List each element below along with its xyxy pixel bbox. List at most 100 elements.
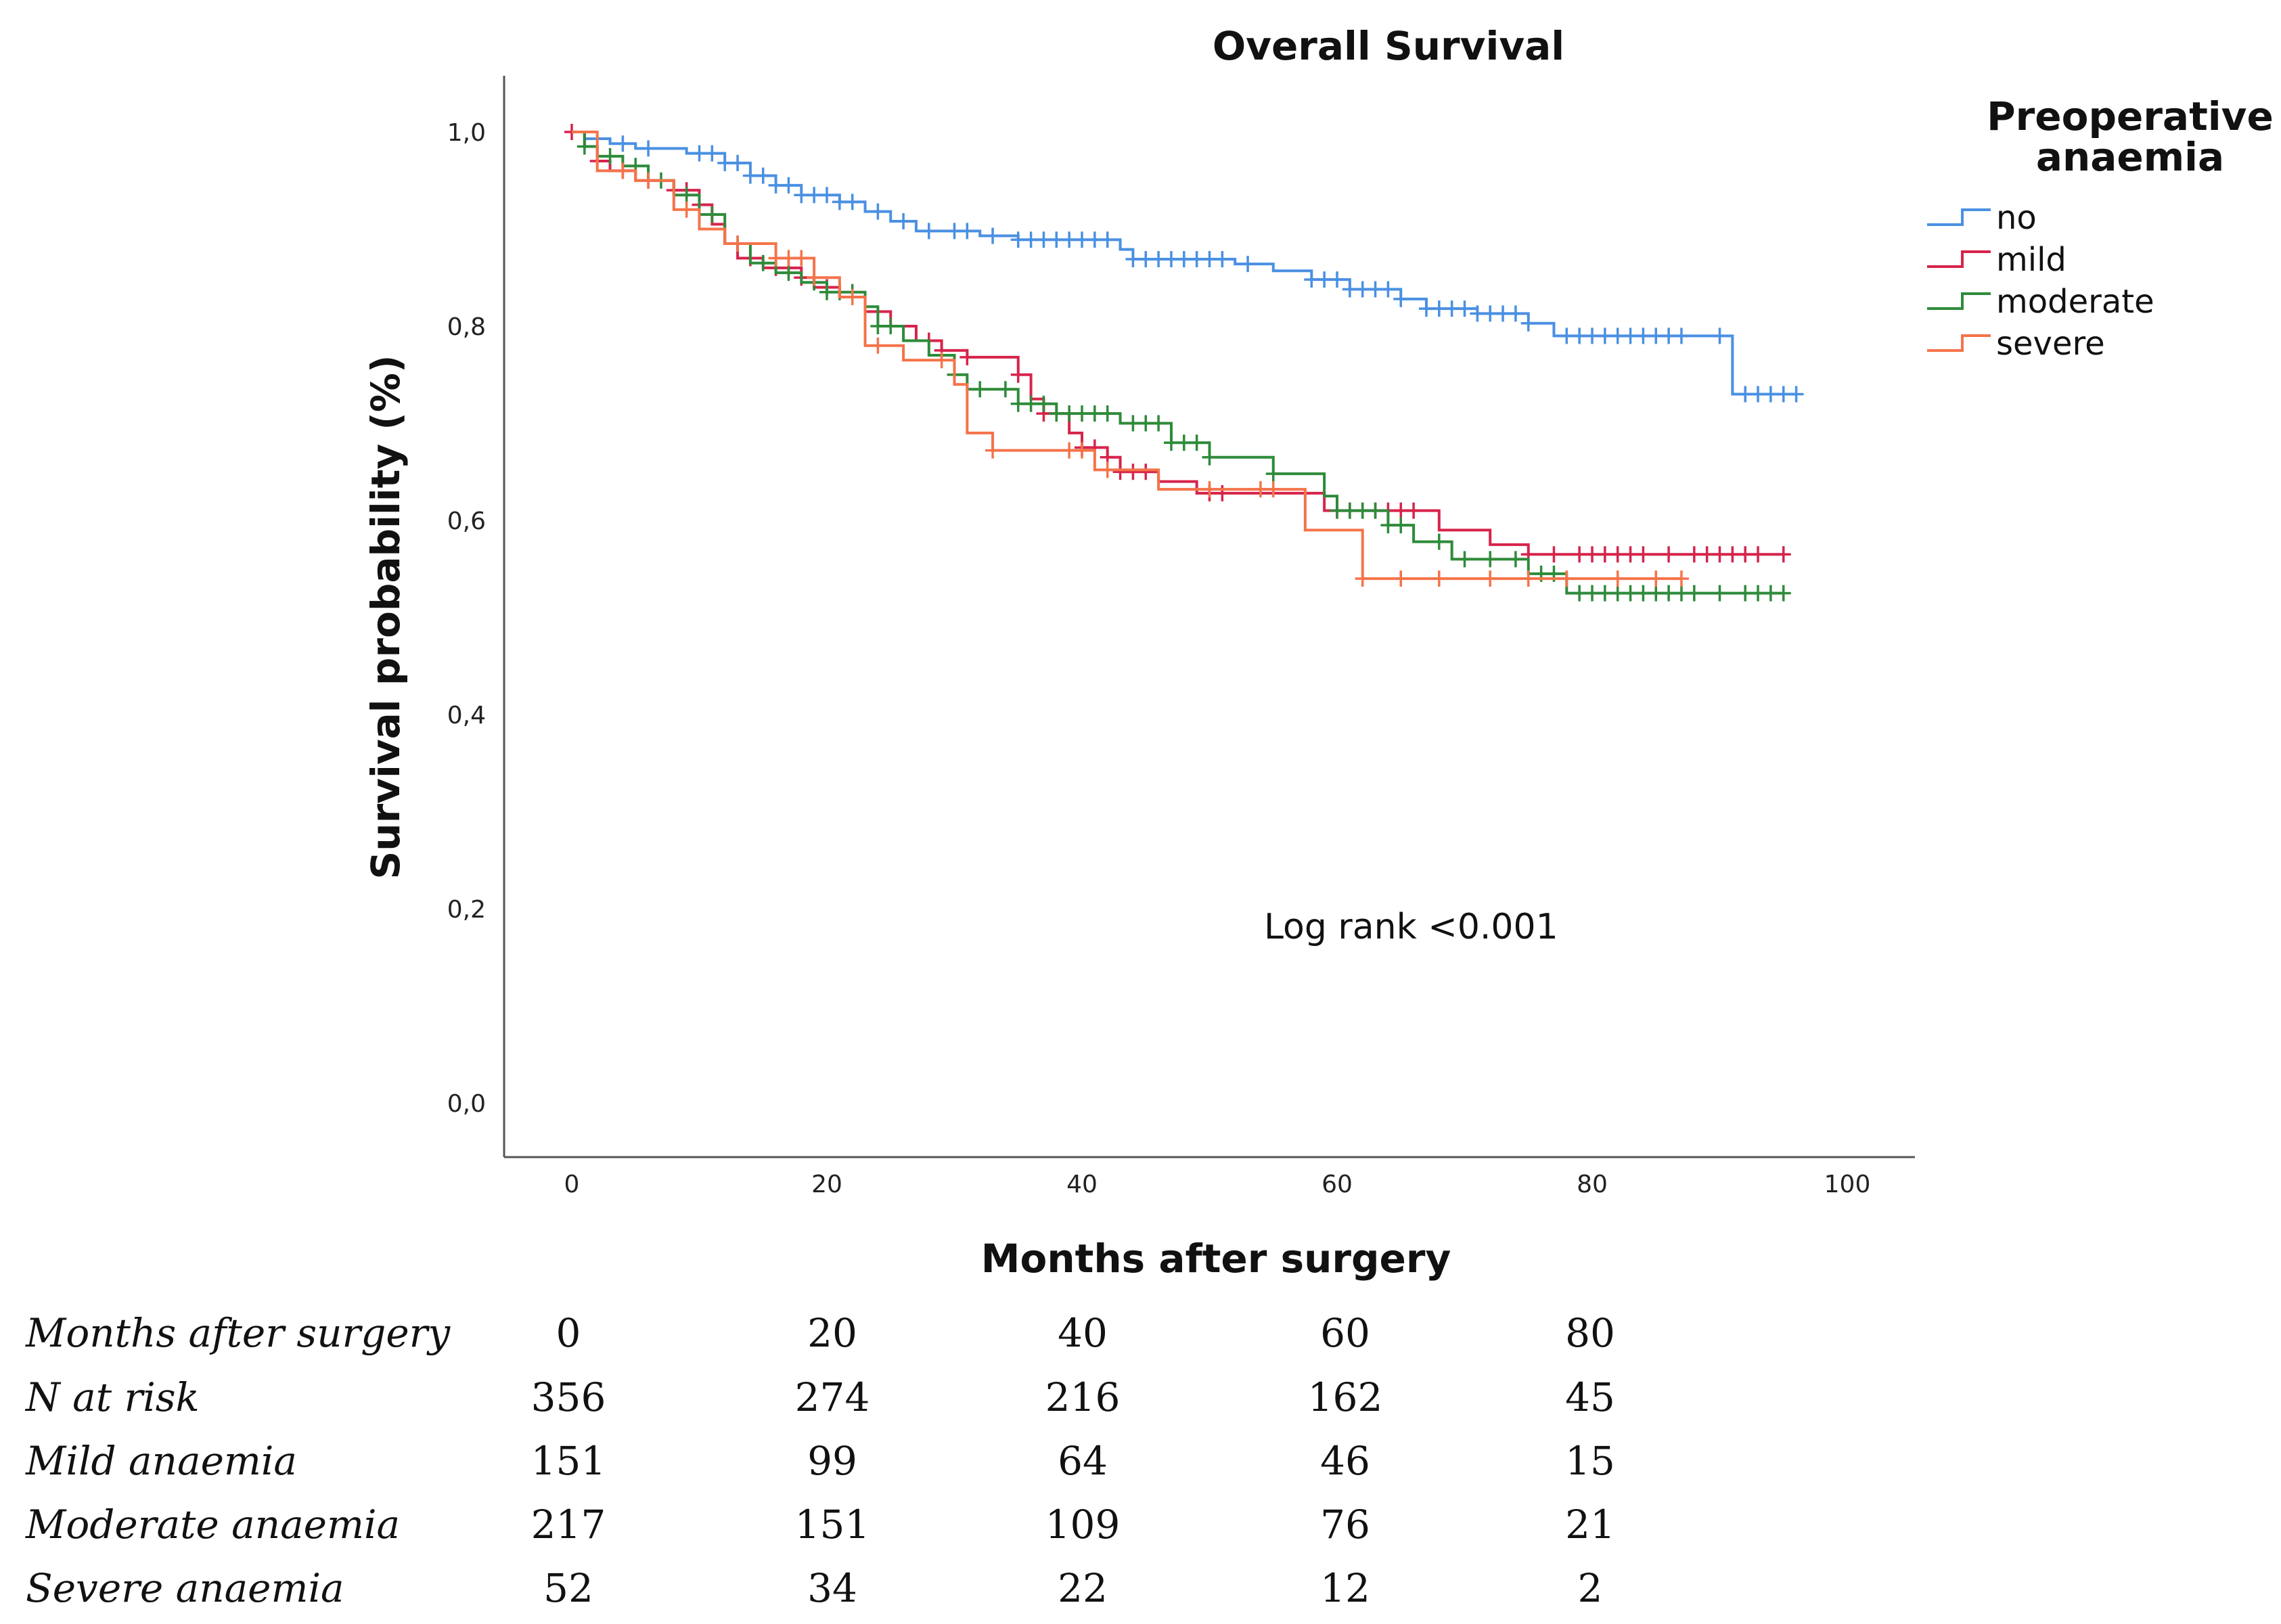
censor-mark bbox=[1342, 502, 1357, 519]
censor-mark bbox=[1738, 585, 1753, 602]
censor-mark bbox=[1355, 502, 1370, 519]
x-tick-label: 100 bbox=[1824, 1171, 1871, 1198]
risk-header-value: 20 bbox=[807, 1310, 857, 1356]
risk-row-value: 151 bbox=[531, 1438, 606, 1484]
risk-row-value: 52 bbox=[543, 1565, 593, 1611]
censor-mark bbox=[1342, 281, 1357, 298]
risk-row-value: 151 bbox=[795, 1502, 870, 1548]
censor-mark bbox=[1610, 570, 1625, 587]
censor-mark bbox=[959, 348, 975, 365]
censor-mark bbox=[615, 135, 631, 152]
censor-mark bbox=[730, 154, 746, 171]
x-tick-label: 40 bbox=[1066, 1171, 1098, 1198]
risk-row-value: 21 bbox=[1565, 1502, 1615, 1548]
censor-mark bbox=[1304, 271, 1319, 288]
censor-mark bbox=[1138, 464, 1154, 480]
censor-mark bbox=[819, 284, 834, 300]
censor-mark bbox=[1572, 546, 1587, 563]
censor-mark bbox=[1075, 442, 1089, 459]
risk-header-value: 60 bbox=[1320, 1310, 1370, 1356]
censor-mark bbox=[1100, 461, 1115, 478]
censor-mark bbox=[1623, 546, 1638, 563]
censor-mark bbox=[1049, 231, 1064, 248]
censor-mark bbox=[832, 194, 847, 210]
censor-mark bbox=[1635, 328, 1651, 344]
risk-header-label: Months after surgery bbox=[25, 1310, 451, 1356]
legend-item-moderate: moderate bbox=[1927, 283, 2154, 321]
x-tick-labels: 0 20 40 60 80 100 bbox=[564, 1171, 1871, 1198]
censor-mark bbox=[679, 201, 694, 218]
censor-mark bbox=[1189, 434, 1204, 451]
censor-mark bbox=[1520, 315, 1536, 332]
censor-mark bbox=[1776, 386, 1791, 403]
censor-mark bbox=[1368, 281, 1383, 298]
censor-mark bbox=[1062, 231, 1077, 248]
censor-mark bbox=[1125, 250, 1141, 267]
censor-mark bbox=[1189, 250, 1204, 267]
censor-mark bbox=[755, 254, 771, 271]
risk-table: Months after surgery 0 20 40 60 80 N at risk… bbox=[24, 1310, 1615, 1611]
censor-mark bbox=[742, 167, 758, 184]
censor-mark bbox=[1023, 231, 1039, 248]
censor-mark bbox=[1725, 546, 1740, 563]
censor-mark bbox=[679, 187, 694, 204]
censor-mark bbox=[1673, 585, 1689, 602]
censor-mark bbox=[1151, 250, 1167, 267]
censor-mark bbox=[1610, 328, 1625, 344]
legend-title-line-1: Preoperative bbox=[1987, 93, 2274, 139]
censor-mark bbox=[1075, 405, 1089, 422]
censor-mark bbox=[1776, 585, 1791, 602]
censor-mark bbox=[1483, 305, 1498, 322]
censor-mark bbox=[1075, 231, 1089, 248]
censor-mark bbox=[1406, 502, 1422, 519]
legend-swatch bbox=[1927, 250, 1991, 268]
censor-mark bbox=[1648, 570, 1664, 587]
censor-mark bbox=[1100, 231, 1115, 248]
censor-mark bbox=[1572, 328, 1587, 344]
censor-mark bbox=[1585, 546, 1600, 563]
censor-mark bbox=[1087, 231, 1102, 248]
legend-swatch bbox=[1927, 334, 1991, 352]
survival-curve-severe bbox=[572, 131, 1681, 581]
censor-mark bbox=[1661, 546, 1677, 563]
censor-mark bbox=[768, 250, 784, 267]
censor-mark bbox=[1661, 328, 1677, 344]
legend-item-mild: mild bbox=[1927, 241, 2067, 279]
x-tick-label: 0 bbox=[564, 1171, 580, 1198]
censor-mark bbox=[1215, 484, 1230, 501]
censor-mark bbox=[1673, 328, 1689, 344]
censor-mark bbox=[1265, 481, 1281, 498]
risk-row-value: 99 bbox=[807, 1438, 857, 1484]
censor-mark bbox=[1763, 386, 1778, 403]
censor-mark bbox=[947, 223, 962, 240]
censor-mark bbox=[1138, 250, 1154, 267]
censor-mark bbox=[1699, 546, 1715, 563]
risk-row-label: Moderate anaemia bbox=[25, 1502, 400, 1548]
censor-mark bbox=[1112, 464, 1128, 480]
censor-mark bbox=[602, 148, 618, 164]
censor-mark bbox=[1546, 546, 1562, 563]
censor-mark bbox=[1597, 585, 1612, 602]
censor-mark bbox=[1444, 300, 1460, 317]
censor-mark bbox=[1520, 570, 1536, 587]
risk-row-value: 274 bbox=[795, 1374, 870, 1420]
y-tick-label: 0,2 bbox=[447, 896, 486, 924]
censor-mark bbox=[1431, 570, 1447, 587]
censor-mark bbox=[1431, 533, 1447, 550]
censor-mark bbox=[1610, 585, 1625, 602]
censor-mark bbox=[1738, 386, 1753, 403]
chart-title: Overall Survival bbox=[1213, 23, 1564, 69]
censor-mark bbox=[1176, 434, 1192, 451]
censor-mark bbox=[1712, 546, 1727, 563]
censor-mark bbox=[1686, 585, 1702, 602]
x-tick-label: 80 bbox=[1577, 1171, 1608, 1198]
series-moderate bbox=[572, 131, 1791, 602]
censor-mark bbox=[1572, 585, 1587, 602]
censor-mark bbox=[870, 337, 886, 354]
censor-mark bbox=[1623, 585, 1638, 602]
censor-mark bbox=[1483, 551, 1498, 568]
censor-mark bbox=[1623, 328, 1638, 344]
risk-row-value: 45 bbox=[1565, 1374, 1615, 1420]
censor-mark bbox=[1036, 231, 1052, 248]
censor-mark bbox=[1508, 305, 1523, 322]
